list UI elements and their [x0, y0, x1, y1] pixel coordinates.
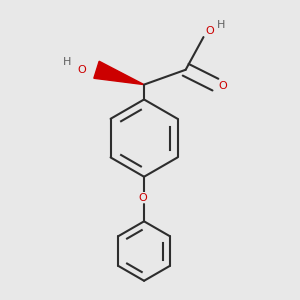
Text: O: O: [138, 193, 147, 202]
Text: O: O: [205, 26, 214, 36]
Text: O: O: [218, 81, 227, 91]
Polygon shape: [94, 61, 144, 85]
Text: H: H: [63, 57, 71, 67]
Text: O: O: [77, 65, 86, 75]
Text: H: H: [217, 20, 226, 30]
